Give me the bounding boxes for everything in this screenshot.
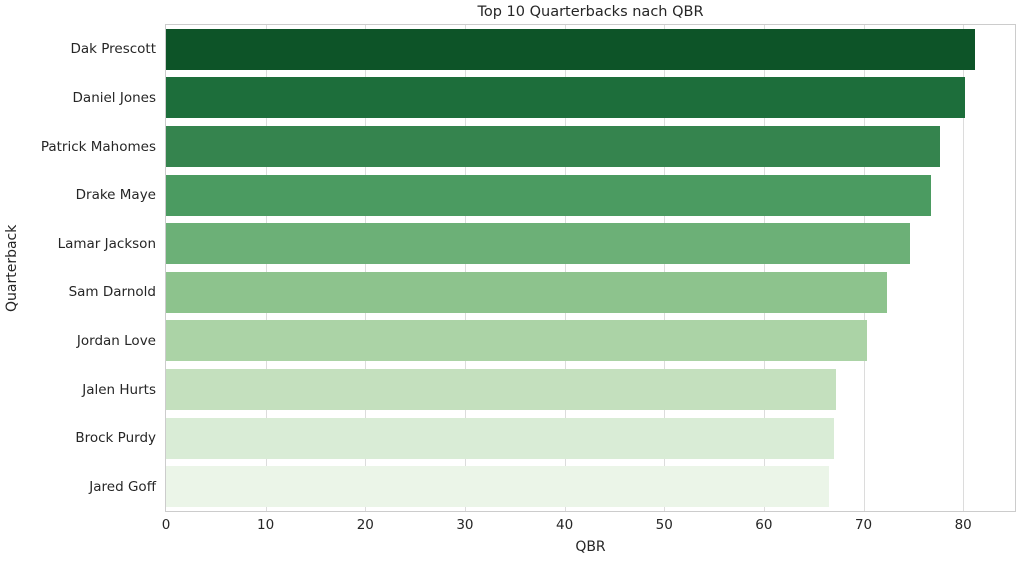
x-axis-label: QBR (575, 539, 606, 555)
bar (166, 223, 911, 265)
y-tick-label: Lamar Jackson (57, 235, 156, 252)
gridline (664, 25, 666, 511)
x-tick-label: 50 (655, 517, 673, 533)
bar (166, 174, 932, 216)
x-tick-label: 40 (555, 517, 574, 533)
x-tick-label: 10 (257, 517, 275, 533)
x-tick-label: 60 (755, 517, 773, 533)
x-tick-label: 80 (954, 517, 972, 533)
y-tick-label: Brock Purdy (75, 430, 156, 447)
bar (166, 466, 829, 508)
x-tick-label: 70 (854, 517, 873, 533)
y-tick-label: Jordan Love (76, 332, 156, 349)
chart-title: Top 10 Quarterbacks nach QBR (477, 4, 704, 20)
bar (166, 28, 976, 70)
y-tick-label: Jalen Hurts (82, 381, 156, 398)
plot-area (165, 24, 1016, 512)
gridline (963, 25, 965, 511)
y-tick-label: Jared Goff (89, 478, 156, 495)
gridline (265, 25, 267, 511)
bar (166, 417, 834, 459)
gridline (365, 25, 367, 511)
gridline (564, 25, 566, 511)
bar (166, 77, 966, 119)
x-axis-ticks: 0 10 20 30 40 50 60 70 80 (161, 517, 1016, 537)
bar (166, 369, 836, 410)
gridline (464, 25, 466, 511)
gridline (763, 25, 765, 511)
y-tick-label: Patrick Mahomes (40, 138, 156, 155)
x-tick-label: 0 (161, 517, 171, 533)
gridline (863, 25, 865, 511)
x-tick-label: 20 (356, 517, 374, 533)
y-tick-label: Daniel Jones (72, 89, 156, 106)
y-tick-label: Dak Prescott (70, 41, 156, 58)
y-tick-label: Drake Maye (75, 187, 156, 204)
y-tick-labels: Dak Prescott Daniel Jones Patrick Mahomes D… (0, 24, 156, 512)
bar (166, 126, 941, 167)
bar (166, 271, 888, 313)
x-tick-label: 30 (456, 517, 474, 533)
y-tick-label: Sam Darnold (68, 284, 156, 301)
bar (166, 320, 867, 362)
